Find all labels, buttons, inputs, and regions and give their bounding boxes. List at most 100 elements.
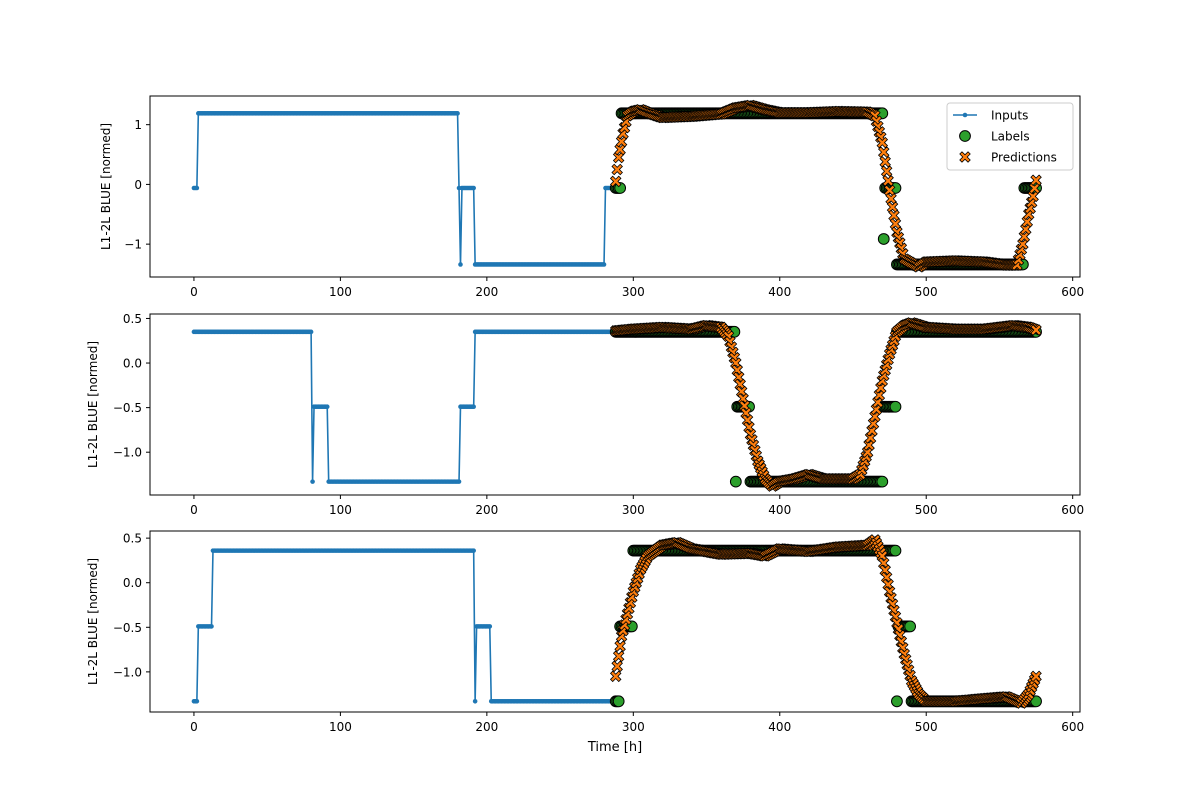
inputs-point <box>472 699 478 704</box>
predictions-point <box>1018 230 1031 243</box>
y-tick-label: −1.0 <box>113 446 142 460</box>
inputs-point <box>194 185 200 191</box>
subplot-middle: 0 100 200 300 400 500 600 0.5 0.0 −0.5 −1.0 L1-2L B… <box>86 312 1084 517</box>
axes-frame <box>149 530 1081 713</box>
inputs-point <box>308 329 314 335</box>
inputs-point <box>471 185 476 191</box>
inputs-point <box>471 548 476 553</box>
inputs-point <box>601 262 607 267</box>
x-tick-label: 600 <box>1061 720 1084 734</box>
labels-point <box>889 544 902 557</box>
x-tick-label: 500 <box>915 720 938 734</box>
predictions-point <box>1021 215 1034 228</box>
legend-label: Labels <box>991 130 1030 144</box>
predictions-point <box>885 192 897 205</box>
predictions-point <box>1030 670 1042 683</box>
predictions-point <box>889 218 902 230</box>
x-axis-label: Time [h] <box>587 740 642 755</box>
plot-area <box>191 99 1042 273</box>
predictions-point <box>609 175 622 188</box>
axes-frame <box>149 313 1081 496</box>
legend-labels-circle-icon <box>959 130 971 142</box>
y-axis-label: L1-2L BLUE [normed] <box>86 558 100 685</box>
predictions-point <box>614 640 626 653</box>
y-tick-label: −1.0 <box>113 665 142 679</box>
predictions-point <box>1027 190 1039 203</box>
subplot-bottom: 0 100 200 300 400 500 600 0.5 0.0 −0.5 −1.0 L1-2L B… <box>86 530 1084 734</box>
y-tick-label: 1 <box>134 118 142 132</box>
x-tick-label: 100 <box>329 285 352 299</box>
axes-frame <box>149 95 1081 278</box>
plot-area <box>191 534 1042 709</box>
inputs-point <box>324 404 330 410</box>
predictions-point <box>886 201 899 213</box>
predictions-point <box>611 163 623 176</box>
predictions-point <box>876 136 889 149</box>
predictions-point <box>880 165 893 178</box>
inputs-point <box>310 479 315 484</box>
labels-point <box>876 475 889 488</box>
x-tick-label: 500 <box>915 503 938 517</box>
y-tick-label: −0.5 <box>113 401 142 415</box>
predictions-point <box>615 135 628 148</box>
predictions-point <box>1017 238 1029 250</box>
labels-point <box>891 695 903 708</box>
x-tick-label: 600 <box>1061 285 1084 299</box>
legend-inputs-dot-icon <box>962 112 968 118</box>
x-tick-label: 400 <box>768 285 791 299</box>
predictions-point <box>612 650 625 663</box>
subplot-top: 0 100 200 300 400 500 600 1 0 −1 L1-2L BLUE [norme… <box>99 95 1084 299</box>
inputs-point <box>471 404 476 410</box>
y-tick-label: −0.5 <box>113 621 142 635</box>
x-tick-label: 600 <box>1061 503 1084 517</box>
labels-point <box>877 233 890 245</box>
inputs-point <box>456 479 462 484</box>
y-tick-label: −1 <box>124 238 142 252</box>
x-tick-label: 0 <box>190 720 198 734</box>
x-tick-label: 300 <box>622 285 645 299</box>
predictions-point <box>888 209 900 222</box>
predictions-point <box>883 184 896 197</box>
labels-point <box>612 695 625 708</box>
legend-frame <box>946 102 1074 171</box>
predictions-point <box>609 670 622 683</box>
labels-point <box>729 475 742 488</box>
x-tick-label: 400 <box>768 503 791 517</box>
predictions-point <box>1030 324 1042 336</box>
predictions-point <box>612 151 625 164</box>
x-tick-label: 100 <box>329 720 352 734</box>
legend-predictions-x-icon <box>959 151 971 163</box>
x-tick-label: 200 <box>475 285 498 299</box>
x-tick-label: 300 <box>622 503 645 517</box>
x-tick-label: 200 <box>475 720 498 734</box>
x-tick-label: 400 <box>768 720 791 734</box>
inputs-point <box>455 111 460 116</box>
labels-point <box>889 400 902 413</box>
predictions-point <box>611 660 623 673</box>
legend-label: Predictions <box>991 151 1057 165</box>
inputs-point <box>194 699 200 704</box>
predictions-point <box>1030 174 1042 186</box>
y-tick-label: 0.0 <box>123 576 142 590</box>
labels-point <box>904 620 917 633</box>
predictions-point <box>1020 223 1032 235</box>
y-tick-label: 0.0 <box>123 357 142 371</box>
legend: Inputs Labels Predictions <box>946 102 1074 171</box>
y-tick-label: 0.5 <box>123 532 142 546</box>
inputs-point <box>209 624 214 629</box>
y-axis-label: L1-2L BLUE [normed] <box>86 341 100 468</box>
predictions-point <box>882 175 894 187</box>
predictions-point <box>1028 182 1041 195</box>
predictions-point <box>879 155 891 168</box>
inputs-point <box>487 624 493 629</box>
y-tick-label: 0 <box>134 178 142 192</box>
y-tick-label: 0.5 <box>123 312 142 326</box>
y-axis-label: L1-2L BLUE [normed] <box>99 123 113 250</box>
x-tick-label: 300 <box>622 720 645 734</box>
x-tick-label: 0 <box>190 285 198 299</box>
x-tick-label: 500 <box>915 285 938 299</box>
plot-area <box>191 317 1042 492</box>
predictions-point <box>877 146 890 158</box>
x-tick-label: 200 <box>475 503 498 517</box>
